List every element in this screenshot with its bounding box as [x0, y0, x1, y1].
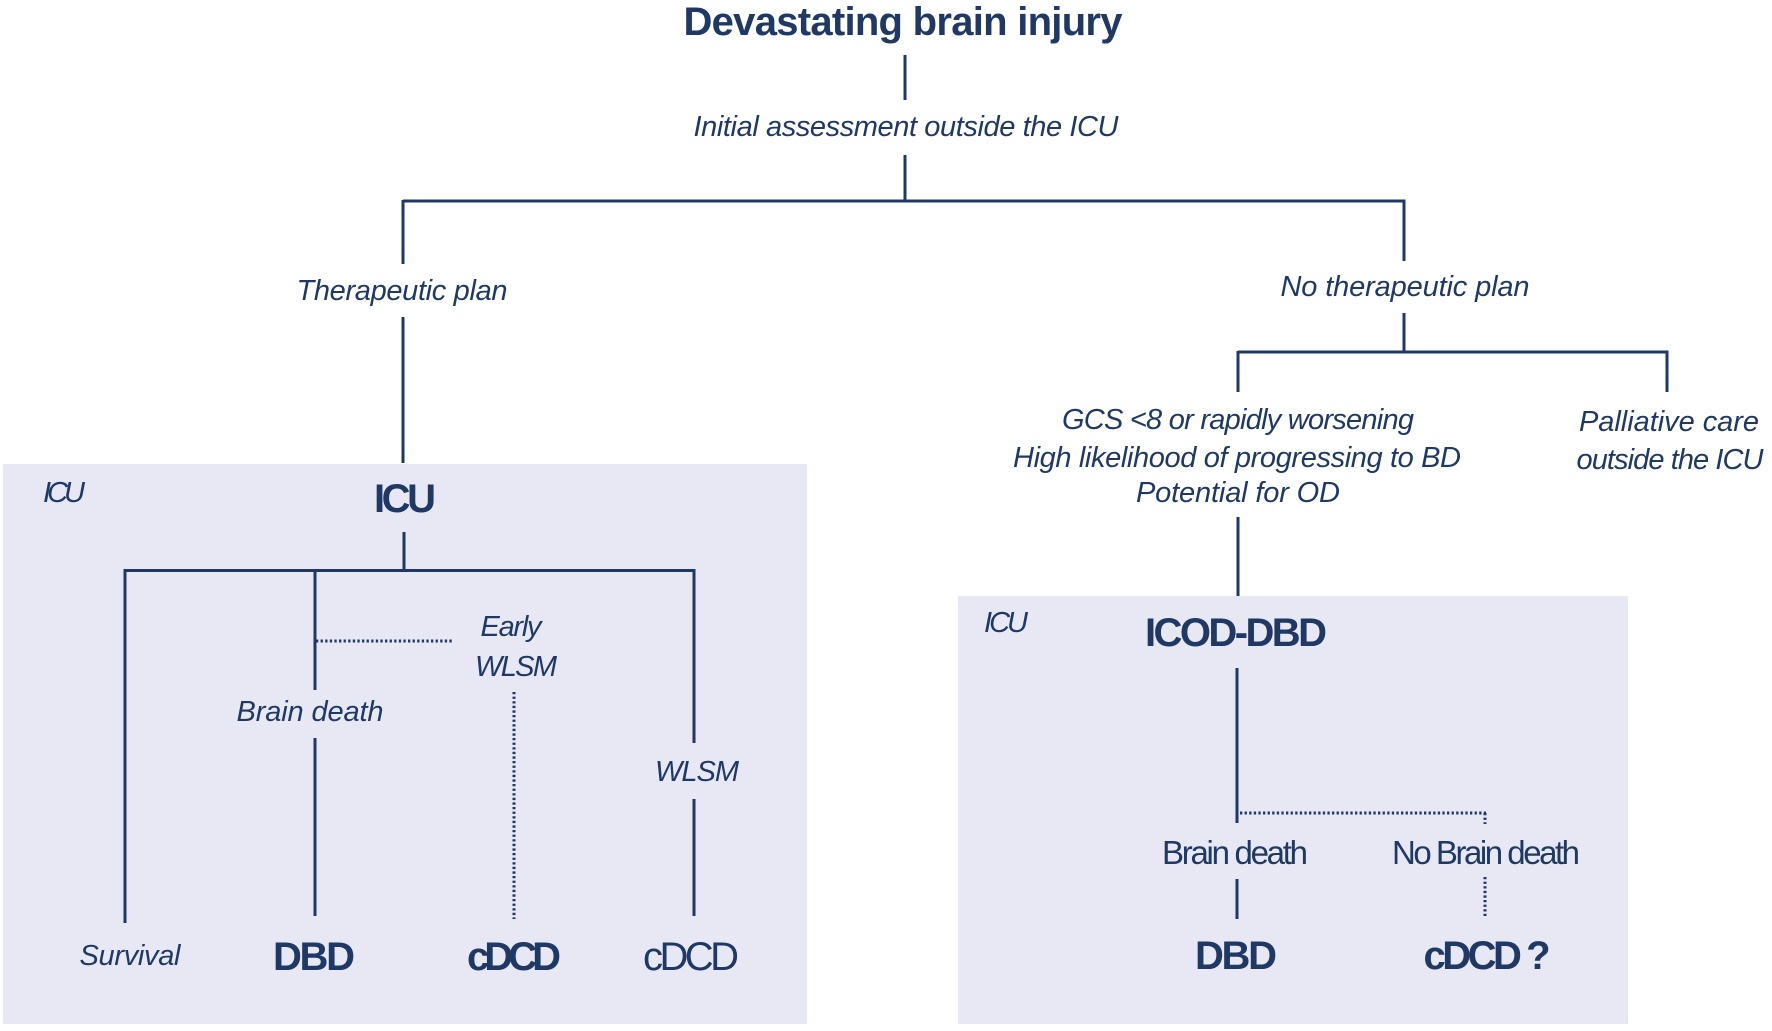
svg-text:Brain death: Brain death — [1162, 834, 1308, 871]
svg-text:DBD: DBD — [273, 935, 355, 979]
svg-text:Palliative care: Palliative care — [1579, 406, 1759, 438]
svg-text:DBD: DBD — [1195, 934, 1277, 978]
svg-text:Early: Early — [481, 611, 544, 643]
svg-text:Therapeutic plan: Therapeutic plan — [297, 275, 508, 307]
svg-text:ICU: ICU — [43, 477, 86, 509]
svg-text:outside the ICU: outside the ICU — [1577, 444, 1765, 476]
svg-text:ICU: ICU — [374, 477, 436, 521]
svg-text:No Brain death: No Brain death — [1392, 834, 1580, 871]
svg-text:High likelihood of progressing: High likelihood of progressing to BD — [1013, 442, 1461, 474]
svg-text:cDCD: cDCD — [467, 935, 561, 979]
svg-text:GCS <8 or rapidly worsening: GCS <8 or rapidly worsening — [1062, 404, 1414, 436]
svg-text:No therapeutic plan: No therapeutic plan — [1281, 271, 1530, 303]
svg-text:cDCD ?: cDCD ? — [1424, 934, 1551, 978]
svg-text:cDCD: cDCD — [643, 935, 739, 979]
svg-text:WLSM: WLSM — [475, 651, 558, 683]
svg-text:Devastating brain injury: Devastating brain injury — [684, 0, 1124, 44]
svg-text:Potential for OD: Potential for OD — [1136, 477, 1340, 509]
svg-text:Survival: Survival — [80, 940, 183, 972]
svg-text:ICOD-DBD: ICOD-DBD — [1145, 611, 1327, 655]
svg-text:ICU: ICU — [984, 607, 1029, 639]
svg-text:Initial assessment outside the: Initial assessment outside the ICU — [694, 111, 1120, 143]
svg-text:Brain death: Brain death — [237, 696, 384, 728]
svg-text:WLSM: WLSM — [655, 756, 740, 788]
